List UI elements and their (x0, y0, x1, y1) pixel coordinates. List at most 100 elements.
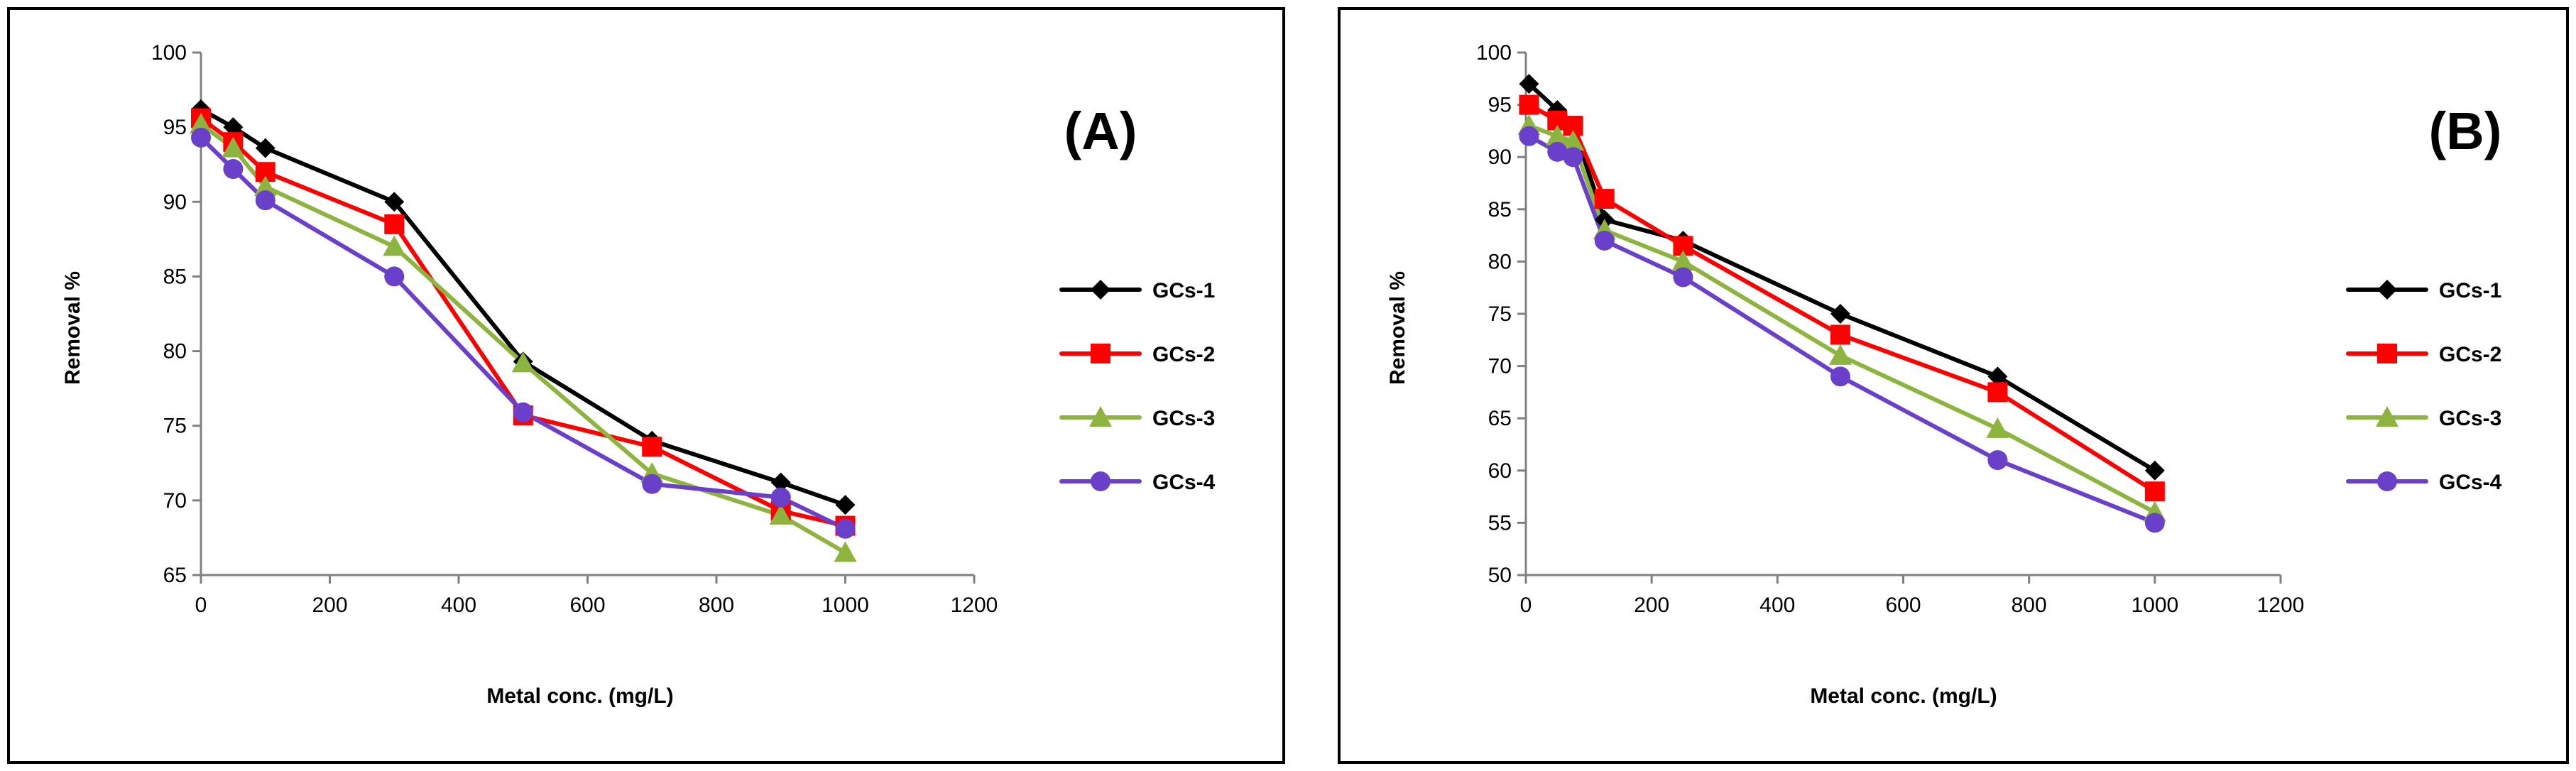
panel-b-series-gcs-3-point (1671, 250, 1695, 271)
panel-a-y-tick-label: 100 (151, 41, 187, 65)
panel-a-x-tick-label: 400 (441, 594, 476, 617)
panel-a-legend-marker-gcs-2 (1091, 344, 1110, 363)
panel-b-x-tick-label: 600 (1885, 594, 1921, 617)
panel-a-plot-area (190, 99, 857, 562)
panel-a-legend-marker-gcs-1 (1091, 280, 1110, 300)
panel-b-series-gcs-3-point (1828, 344, 1852, 365)
panel-a-legend-item-gcs-4: GCs-4 (1059, 471, 1216, 494)
panel-b-series-gcs-4-point (2144, 513, 2165, 533)
panel-a-series-gcs-2-point (642, 437, 662, 457)
panel-b-series-gcs-4-point (1563, 147, 1583, 168)
panel-a-series-gcs-3-point (190, 112, 212, 133)
panel-b-series-gcs-3-point (1986, 417, 2009, 438)
panel-a-label: (A) (1064, 102, 1137, 160)
panel-a-series-gcs-1-point (223, 117, 244, 138)
panel-a-y-axis-title: Removal % (61, 271, 84, 385)
panel-a-series-gcs-3-point (222, 136, 245, 158)
panel-a-x-tick-label: 1000 (822, 594, 869, 617)
panel-b-legend-marker-gcs-4 (2377, 471, 2397, 491)
panel-b-x-tick-label: 400 (1759, 594, 1795, 617)
panel-a-series-gcs-4-point (191, 127, 211, 148)
panel-a-series-gcs-4-point (770, 487, 791, 508)
panel-b-y-axis-title: Removal % (1386, 271, 1409, 385)
panel-b-y-tick-label: 95 (1488, 94, 1512, 117)
panel-a-series-gcs-4-point (223, 159, 244, 180)
panel-a-legend-item-gcs-2: GCs-2 (1059, 343, 1215, 366)
panel-b-series-gcs-2-point (1830, 324, 1850, 345)
panel-b-x-tick-label: 1000 (2131, 594, 2178, 617)
panel-a-legend-label-gcs-1: GCs-1 (1152, 279, 1215, 302)
panel-a-legend-marker-gcs-4 (1091, 471, 1110, 491)
panel-a-series-gcs-1-point (770, 472, 791, 493)
panel-b-x-tick-label: 200 (1634, 594, 1669, 617)
chart-panel-a: (A) Removal % Metal conc. (mg/L) 65 70 75 8… (7, 7, 1285, 764)
panel-a-y-tick-label: 95 (163, 116, 187, 139)
chart-panel-b: (B) Removal % Metal conc. (mg/L) 50 55 60 6… (1338, 7, 2569, 764)
panel-b-legend-label-gcs-2: GCs-2 (2439, 343, 2501, 366)
panel-a-legend-item-gcs-3: GCs-3 (1059, 406, 1215, 430)
panel-b-x-tick-label: 800 (2012, 594, 2047, 617)
panel-b-series-gcs-4-point (1547, 141, 1568, 162)
panel-b-series-gcs-2-point (1987, 382, 2008, 403)
panel-a-series-gcs-1-point (835, 495, 856, 515)
panel-a-y-tick-label: 65 (163, 564, 187, 587)
panel-b-series-gcs-1-point (1519, 74, 1539, 94)
panel-a-series-gcs-1-point (384, 192, 405, 212)
panel-a-y-tick-label: 85 (163, 265, 187, 288)
panel-b-series-gcs-4-point (1673, 267, 1693, 288)
panel-a-series-gcs-3-point (253, 175, 277, 197)
panel-b-legend-label-gcs-1: GCs-1 (2439, 279, 2501, 302)
panel-a-series-gcs-4-point (513, 402, 533, 422)
panel-b-series-gcs-3-point (1561, 130, 1585, 151)
panel-b-y-tick-label: 80 (1488, 250, 1512, 273)
panel-b-legend: GCs-1 GCs-2 GCs-3 GCs-4 (2346, 279, 2502, 494)
panel-b-y-tick-label: 90 (1488, 146, 1512, 169)
panel-b-x-tick-label: 1200 (2257, 594, 2305, 617)
panel-b-series-gcs-4-point (1987, 450, 2008, 471)
panel-a-x-tick-label: 0 (195, 594, 207, 617)
panel-b-y-tick-label: 100 (1476, 41, 1512, 65)
panel-b-legend-item-gcs-1: GCs-1 (2346, 279, 2501, 302)
panel-b-legend-item-gcs-2: GCs-2 (2346, 343, 2501, 366)
panel-b-label: (B) (2429, 102, 2502, 160)
panel-b-x-tick-label: 0 (1520, 594, 1532, 617)
panel-b-legend-marker-gcs-3 (2376, 406, 2398, 427)
panel-b-series-gcs-4-point (1594, 230, 1615, 251)
panel-a-series-gcs-4-point (835, 518, 856, 539)
panel-b-legend-label-gcs-3: GCs-3 (2439, 407, 2501, 430)
panel-b-legend-marker-gcs-1 (2377, 280, 2397, 300)
panel-a-legend-label-gcs-4: GCs-4 (1152, 471, 1216, 494)
panel-b-series-gcs-1-point (1830, 304, 1850, 324)
panel-b-y-tick-label: 70 (1488, 355, 1512, 378)
panel-b-series-gcs-1-point (1987, 366, 2008, 387)
panel-a-series-gcs-3-point (511, 351, 535, 373)
panel-b-y-tick-label: 60 (1488, 459, 1512, 483)
panel-b-series-gcs-2-point (1594, 189, 1615, 209)
panel-a-series-gcs-4-point (255, 190, 275, 211)
panel-a-legend-label-gcs-2: GCs-2 (1152, 343, 1215, 366)
panel-b-x-axis-title: Metal conc. (mg/L) (1810, 684, 1997, 708)
panel-a-series-gcs-3-point (834, 541, 857, 562)
panel-b-series-gcs-4-point (1830, 366, 1850, 387)
panel-a-series-gcs-3-point (769, 503, 792, 525)
panel-a-series-gcs-4-point (642, 474, 662, 494)
panel-b-legend-item-gcs-4: GCs-4 (2346, 471, 2502, 494)
panel-b-y-tick-label: 55 (1488, 511, 1512, 535)
panel-a-legend: GCs-1 GCs-2 GCs-3 GCs-4 (1059, 279, 1216, 494)
panel-a-series-gcs-2-point (384, 214, 405, 234)
panel-b-series-gcs-2-point (1519, 94, 1539, 115)
panel-b-legend-item-gcs-3: GCs-3 (2346, 406, 2501, 430)
panel-a-y-tick-label: 70 (163, 489, 187, 513)
panel-b-series-gcs-1-point (2144, 460, 2165, 481)
panel-a-x-tick-label: 800 (699, 594, 734, 617)
panel-a-x-tick-label: 200 (312, 594, 347, 617)
panel-b-series-gcs-3-point (1546, 124, 1569, 146)
panel-a-x-axis-title: Metal conc. (mg/L) (486, 684, 673, 708)
panel-a-legend-item-gcs-1: GCs-1 (1059, 279, 1215, 302)
panel-b-y-tick-label: 75 (1488, 302, 1512, 326)
panel-a-x-tick-label: 600 (569, 594, 605, 617)
panel-a-series-gcs-1-point (255, 138, 275, 158)
panel-a-legend-label-gcs-3: GCs-3 (1152, 407, 1215, 430)
